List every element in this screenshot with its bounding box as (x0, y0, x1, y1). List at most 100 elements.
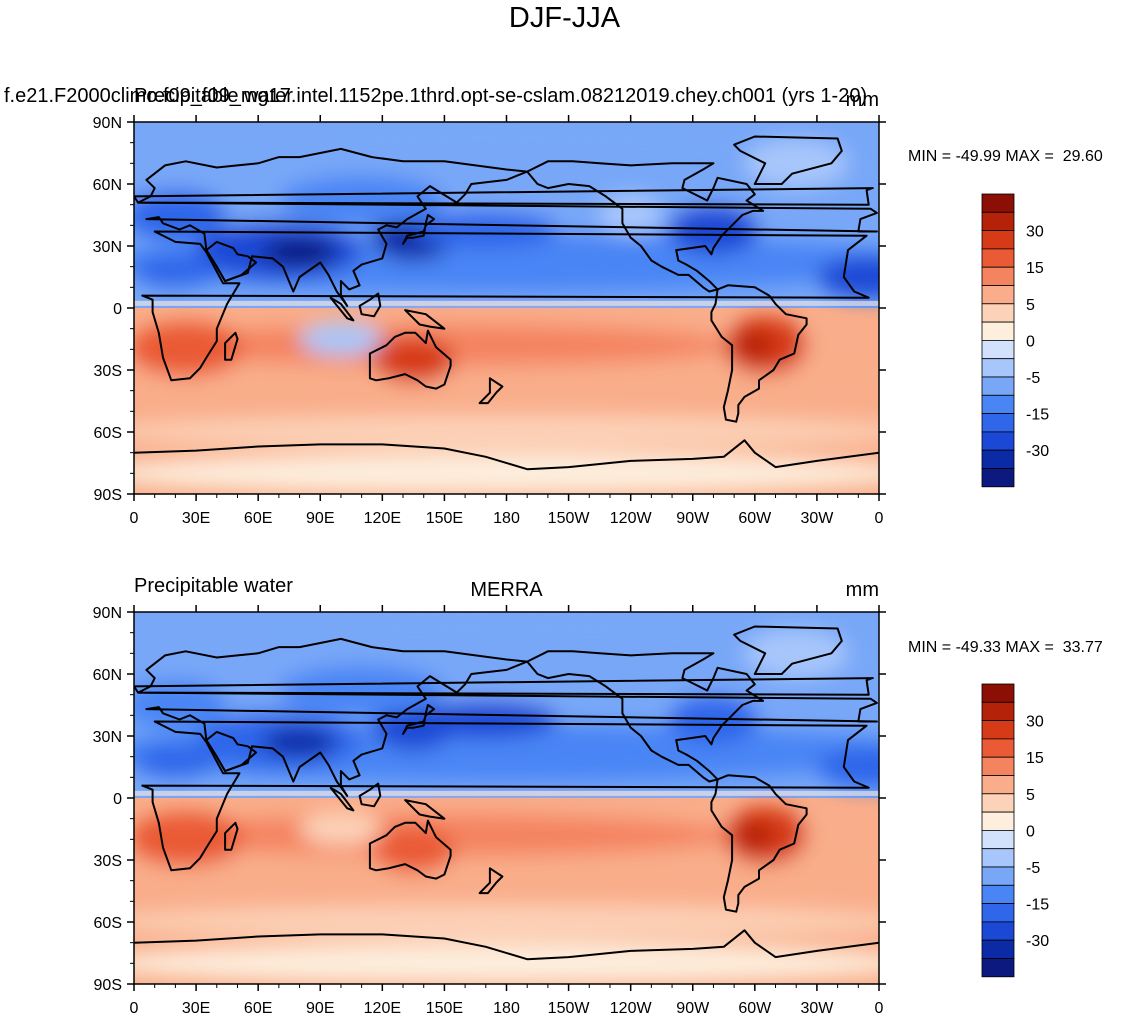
colorbar-swatch (981, 921, 1015, 941)
colorbar-swatch (981, 193, 1015, 213)
x-tick-label: 0 (130, 1000, 139, 1017)
colorbar-label: -15 (1026, 897, 1049, 914)
field-patch (736, 330, 774, 360)
coastline-japan (402, 214, 436, 245)
coastline-antarctica (134, 439, 879, 471)
coastlines (134, 625, 879, 961)
panel-2-map: Precipitable water MERRA mm 0 30E 60E 90E 120E 1… (93, 575, 1050, 1017)
colorbar-swatch (981, 321, 1015, 341)
x-tick-label: 120W (610, 510, 653, 527)
x-tick-label: 30W (800, 1000, 834, 1017)
x-tick-label: 90W (676, 1000, 710, 1017)
colorbar-label: 5 (1026, 297, 1035, 314)
panel-units: mm (846, 89, 879, 111)
panel-center-title: MERRA (470, 579, 543, 601)
field-patch (744, 628, 848, 679)
colorbar-swatch (981, 394, 1015, 414)
colorbar-label: 5 (1026, 787, 1035, 804)
x-tick-label: 120E (364, 1000, 401, 1017)
field-patch (278, 665, 445, 716)
x-tick-label: 60W (738, 510, 772, 527)
field-patch (599, 194, 662, 236)
field-patch (372, 827, 455, 873)
field-layer (134, 122, 879, 494)
coastline-madagascar (224, 821, 239, 851)
coastline-borneo (358, 782, 382, 808)
colorbar-swatch (981, 449, 1015, 469)
field-patch (134, 452, 879, 494)
colorbar-swatch (981, 756, 1015, 776)
colorbar-swatch (981, 793, 1015, 813)
colorbar-swatch (981, 211, 1015, 232)
coastline-australia (368, 819, 452, 880)
colorbar-label: -5 (1026, 860, 1040, 877)
y-tick-label: 30N (93, 729, 122, 746)
colorbar-label: 15 (1026, 750, 1044, 767)
panel-left-title: Precipitable water (134, 575, 293, 597)
coastline-sumatra (329, 786, 355, 812)
field-patch (817, 256, 879, 298)
y-tick-label: 90N (93, 605, 122, 622)
field-patch (299, 322, 383, 356)
field-patch (299, 812, 383, 846)
colorbar-label: 0 (1026, 823, 1035, 840)
y-tick-label: 60S (94, 915, 122, 932)
colorbar-swatch (981, 903, 1015, 923)
field-patch (134, 322, 244, 377)
x-tick-label: 180 (493, 1000, 520, 1017)
colorbar-label: -5 (1026, 370, 1040, 387)
x-tick-label: 120W (610, 1000, 653, 1017)
colorbar-swatch (981, 468, 1015, 488)
field-equator-band (134, 790, 879, 796)
x-tick-label: 150W (548, 510, 591, 527)
x-tick-label: 150W (548, 1000, 591, 1017)
x-tick-label: 60E (244, 510, 272, 527)
colorbar: 30 15 5 0 -5 -15 -30 (981, 193, 1049, 488)
field-patch (134, 812, 244, 867)
field-equator-band (134, 300, 879, 306)
coastline-s-america (710, 774, 808, 913)
coastline-antarctica (134, 929, 879, 961)
colorbar-swatch (981, 884, 1015, 904)
x-tick-label: 30W (800, 510, 834, 527)
x-tick-label: 60E (244, 1000, 272, 1017)
coastline-africa (141, 720, 870, 872)
field-layer (134, 612, 879, 984)
field-patch (372, 337, 455, 383)
colorbar-label: -30 (1026, 443, 1049, 460)
x-tick-label: 60W (738, 1000, 772, 1017)
coastline-arabia (205, 240, 258, 283)
panel-2-min-max: MIN = -49.33 MAX = 33.77 (908, 639, 1103, 656)
coastlines (134, 135, 879, 471)
x-tick-label: 150E (426, 510, 463, 527)
x-tick-label: 0 (875, 510, 884, 527)
field-patch (134, 905, 879, 939)
y-tick-label: 30S (94, 363, 122, 380)
y-tick-label: 30S (94, 853, 122, 870)
coastline-n-america (526, 650, 765, 783)
x-tick-label: 150E (426, 1000, 463, 1017)
y-tick-label: 0 (113, 791, 122, 808)
colorbar-swatch (981, 285, 1015, 305)
coastline-n-america (526, 160, 765, 293)
panel-left-subtitle: Precipitable water (134, 85, 293, 107)
coastline-new-guinea (404, 309, 446, 330)
field-patch (599, 684, 662, 726)
y-tick-label: 0 (113, 301, 122, 318)
panel-1-map: f.e21.F2000climo.f09_f09_mg17.intel.1152… (4, 85, 1049, 527)
coastline-japan (402, 704, 436, 735)
colorbar-label: -15 (1026, 407, 1049, 424)
colorbar-label: 30 (1026, 714, 1044, 731)
field-patch (134, 415, 879, 449)
colorbar-swatch (981, 848, 1015, 868)
colorbar-swatch (981, 958, 1015, 978)
coastline-africa (141, 230, 870, 382)
x-tick-label: 120E (364, 510, 401, 527)
figure-title: DJF-JJA (508, 2, 621, 34)
y-tick-label: 60N (93, 177, 122, 194)
colorbar-label: 15 (1026, 260, 1044, 277)
colorbar-swatch (981, 376, 1015, 396)
field-patch (134, 254, 217, 288)
x-tick-label: 30E (182, 1000, 210, 1017)
